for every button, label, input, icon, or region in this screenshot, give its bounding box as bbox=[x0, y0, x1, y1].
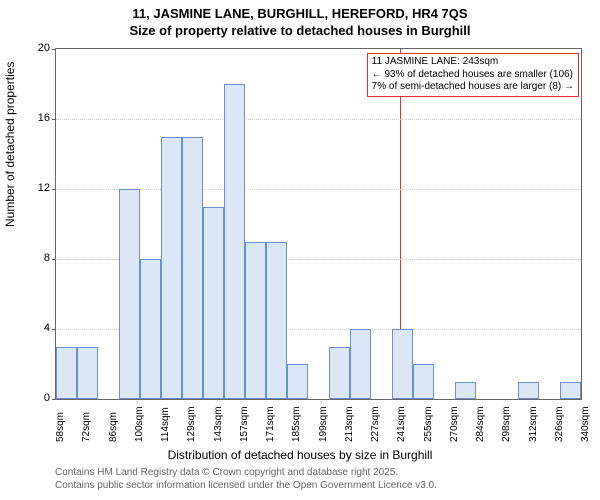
xtick-label: 114sqm bbox=[160, 407, 171, 442]
annotation-line3: 7% of semi-detached houses are larger (8… bbox=[372, 81, 574, 94]
title-line2: Size of property relative to detached ho… bbox=[0, 23, 600, 40]
histogram-bar bbox=[560, 382, 581, 400]
ytick-label: 0 bbox=[20, 392, 50, 404]
histogram-bar bbox=[455, 382, 476, 400]
gridline bbox=[56, 119, 581, 120]
plot-area: 11 JASMINE LANE: 243sqm ← 93% of detache… bbox=[55, 48, 582, 400]
footer-line1: Contains HM Land Registry data © Crown c… bbox=[55, 467, 437, 480]
annotation-box: 11 JASMINE LANE: 243sqm ← 93% of detache… bbox=[367, 53, 579, 97]
histogram-bar bbox=[350, 329, 371, 399]
annotation-line2: ← 93% of detached houses are smaller (10… bbox=[372, 69, 574, 82]
xtick-label: 241sqm bbox=[396, 406, 407, 442]
ytick-mark bbox=[52, 399, 56, 400]
ytick-mark bbox=[52, 329, 56, 330]
ytick-label: 4 bbox=[20, 322, 50, 334]
histogram-bar bbox=[287, 364, 308, 399]
ytick-mark bbox=[52, 119, 56, 120]
title-line1: 11, JASMINE LANE, BURGHILL, HEREFORD, HR… bbox=[0, 6, 600, 23]
xtick-label: 213sqm bbox=[344, 406, 355, 442]
histogram-bar bbox=[203, 207, 224, 400]
chart-container: 11, JASMINE LANE, BURGHILL, HEREFORD, HR… bbox=[0, 0, 600, 500]
xtick-label: 129sqm bbox=[186, 406, 197, 442]
xtick-label: 58sqm bbox=[55, 412, 66, 442]
ytick-mark bbox=[52, 49, 56, 50]
ytick-label: 12 bbox=[20, 182, 50, 194]
histogram-bar bbox=[182, 137, 203, 400]
x-axis-label: Distribution of detached houses by size … bbox=[0, 448, 600, 462]
ytick-label: 16 bbox=[20, 112, 50, 124]
xtick-label: 100sqm bbox=[134, 406, 145, 442]
xtick-label: 199sqm bbox=[318, 406, 329, 442]
histogram-bar bbox=[56, 347, 77, 400]
xtick-label: 227sqm bbox=[370, 406, 381, 442]
histogram-bar bbox=[392, 329, 413, 399]
xtick-label: 298sqm bbox=[501, 406, 512, 442]
xtick-label: 72sqm bbox=[81, 412, 92, 442]
footer: Contains HM Land Registry data © Crown c… bbox=[55, 467, 437, 492]
xtick-label: 185sqm bbox=[291, 406, 302, 442]
xtick-label: 171sqm bbox=[265, 406, 276, 442]
chart-title: 11, JASMINE LANE, BURGHILL, HEREFORD, HR… bbox=[0, 0, 600, 40]
xtick-label: 157sqm bbox=[239, 406, 250, 442]
ytick-mark bbox=[52, 259, 56, 260]
histogram-bar bbox=[77, 347, 98, 400]
xtick-label: 270sqm bbox=[449, 406, 460, 442]
xtick-label: 255sqm bbox=[423, 406, 434, 442]
annotation-line1: 11 JASMINE LANE: 243sqm bbox=[372, 56, 574, 69]
histogram-bar bbox=[245, 242, 266, 400]
footer-line2: Contains public sector information licen… bbox=[55, 480, 437, 493]
histogram-bar bbox=[119, 189, 140, 399]
histogram-bar bbox=[413, 364, 434, 399]
xtick-label: 312sqm bbox=[528, 406, 539, 442]
xtick-label: 326sqm bbox=[554, 406, 565, 442]
histogram-bar bbox=[224, 84, 245, 399]
xtick-label: 340sqm bbox=[580, 406, 591, 442]
histogram-bar bbox=[140, 259, 161, 399]
histogram-bar bbox=[518, 382, 539, 400]
histogram-bar bbox=[266, 242, 287, 400]
histogram-bar bbox=[161, 137, 182, 400]
ytick-mark bbox=[52, 189, 56, 190]
ytick-label: 20 bbox=[20, 42, 50, 54]
y-axis-label: Number of detached properties bbox=[3, 62, 17, 227]
ytick-label: 8 bbox=[20, 252, 50, 264]
xtick-label: 143sqm bbox=[213, 406, 224, 442]
xtick-label: 284sqm bbox=[475, 406, 486, 442]
histogram-bar bbox=[329, 347, 350, 400]
xtick-label: 86sqm bbox=[108, 412, 119, 442]
